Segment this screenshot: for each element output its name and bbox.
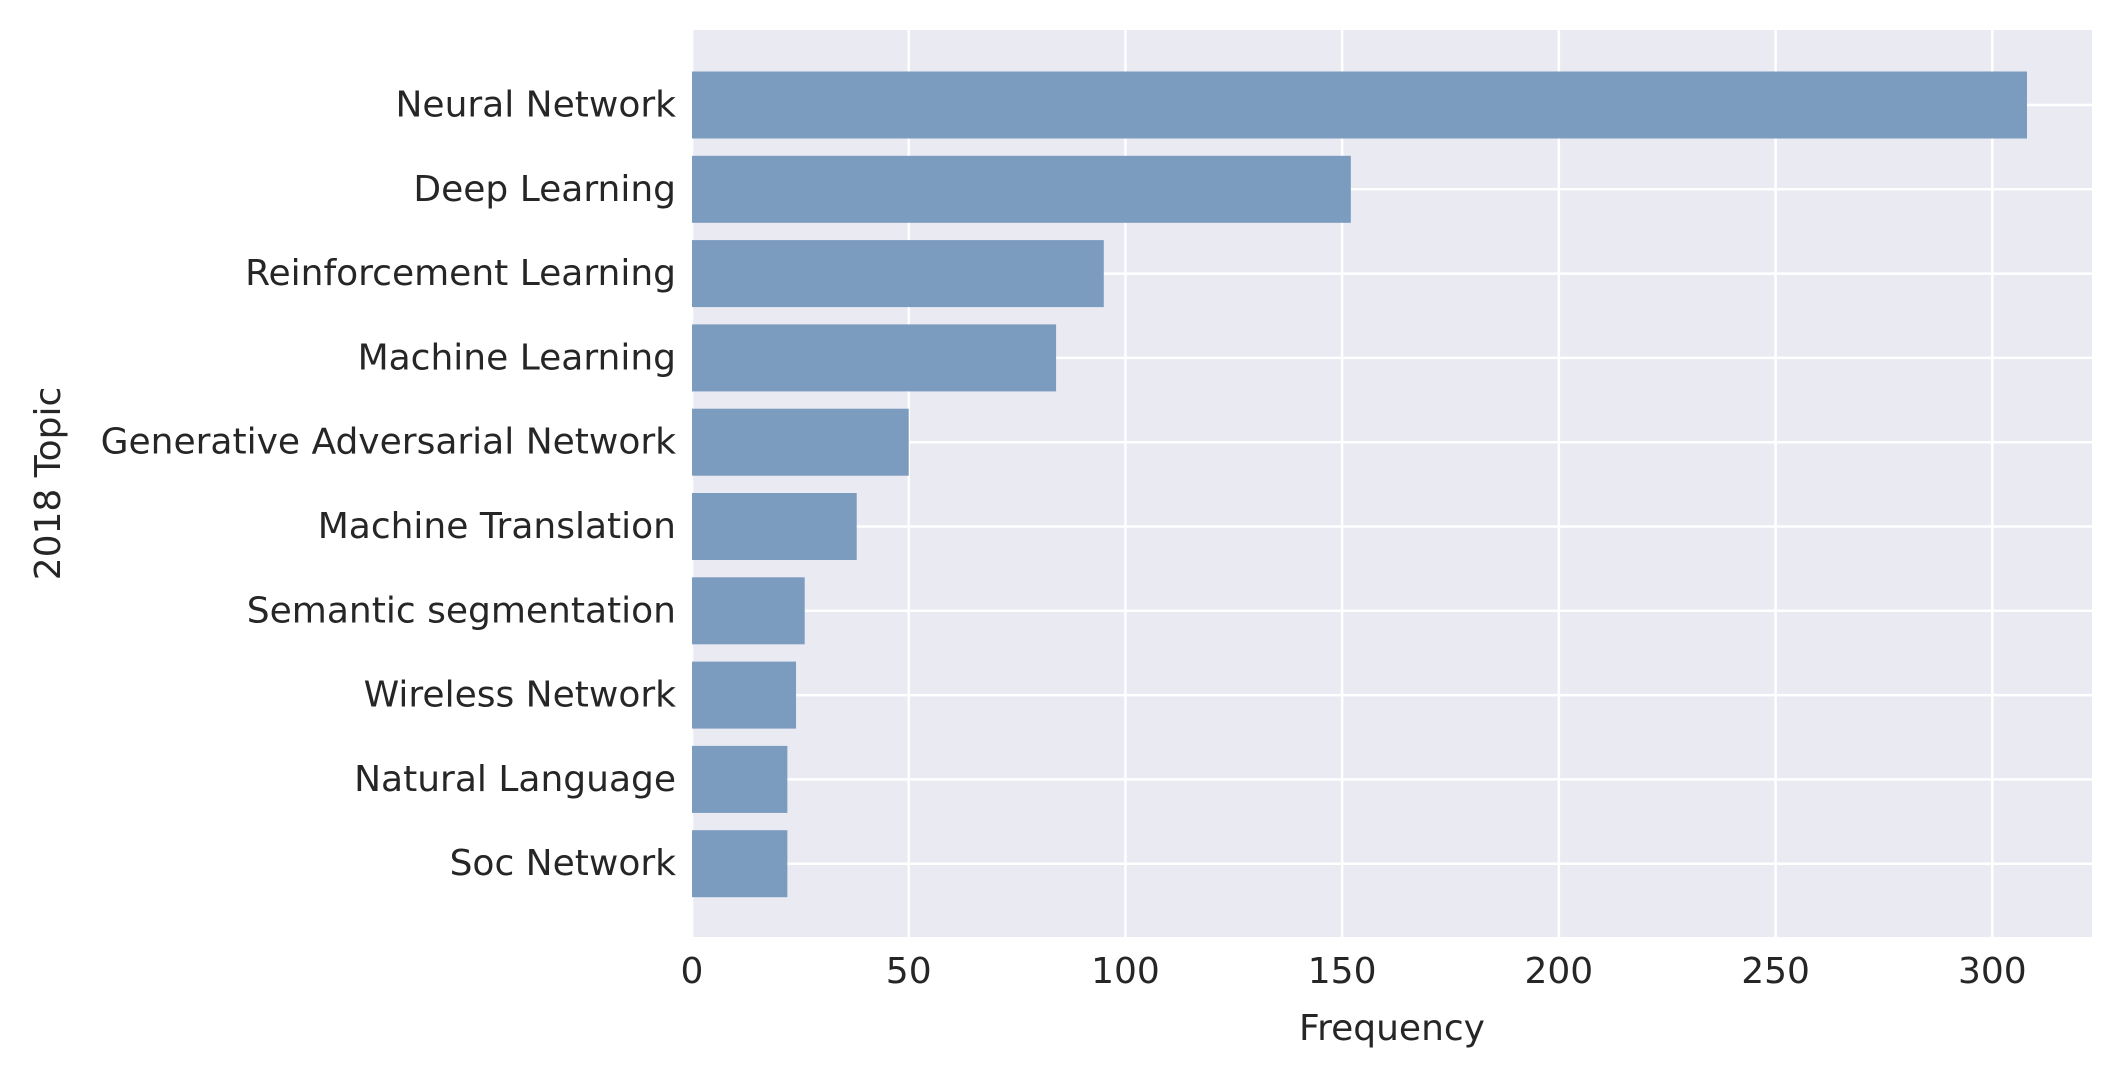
category-label: Machine Translation: [318, 506, 676, 547]
x-tick-label: 0: [681, 951, 704, 992]
x-tick-label: 300: [1958, 951, 2027, 992]
bar: [692, 745, 788, 813]
category-label: Wireless Network: [364, 675, 677, 716]
category-label: Generative Adversarial Network: [101, 422, 677, 463]
x-tick-label: 150: [1308, 951, 1377, 992]
category-label: Deep Learning: [413, 169, 676, 210]
category-label: Soc Network: [450, 843, 677, 884]
category-label: Neural Network: [395, 85, 676, 126]
x-tick-label: 200: [1525, 951, 1594, 992]
x-tick-label: 100: [1091, 951, 1160, 992]
bar: [692, 493, 857, 560]
x-axis-label: Frequency: [1299, 1008, 1485, 1049]
bar: [692, 155, 1351, 223]
bar: [692, 240, 1104, 308]
bars: [692, 71, 2027, 898]
bar: [692, 71, 2027, 139]
bar: [692, 324, 1057, 392]
category-label: Natural Language: [354, 759, 676, 800]
x-tick-label: 50: [886, 951, 932, 992]
category-label: Reinforcement Learning: [245, 253, 676, 294]
x-tick-labels: 0 50 100 150 200 250 300: [681, 951, 2027, 992]
y-axis-label: 2018 Topic: [28, 387, 69, 581]
category-labels: Neural Network Deep Learning Reinforcement…: [101, 85, 677, 885]
category-label: Machine Learning: [358, 337, 676, 378]
category-label: Semantic segmentation: [247, 590, 676, 631]
x-tick-label: 250: [1741, 951, 1810, 992]
bar: [692, 830, 788, 898]
bar: [692, 408, 909, 476]
bar: [692, 577, 805, 645]
bar: [692, 661, 797, 729]
